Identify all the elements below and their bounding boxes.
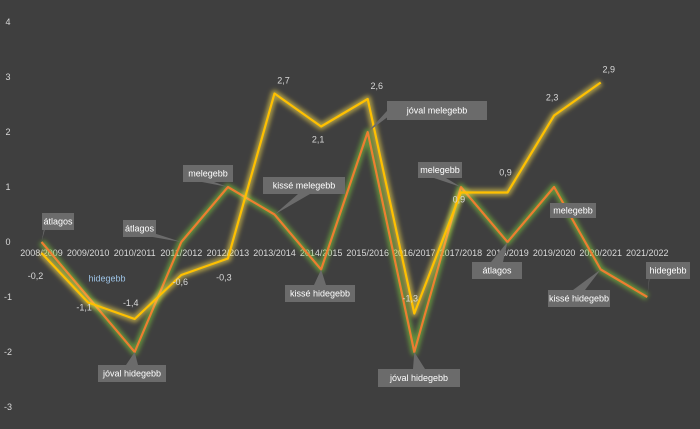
callout-box xyxy=(123,220,156,237)
callout-pointer xyxy=(573,269,601,290)
callout-pointer xyxy=(202,182,228,187)
data-label: -0,3 xyxy=(216,273,232,283)
x-tick-label: 2011/2012 xyxy=(160,248,202,258)
series-1-line xyxy=(40,130,648,354)
data-label: 0,9 xyxy=(499,168,512,178)
callout-label: jóval hidegebb xyxy=(102,369,161,379)
data-label: -1,3 xyxy=(403,294,419,304)
callout-box xyxy=(42,213,74,230)
data-label: -1,1 xyxy=(76,303,92,313)
series-0-line xyxy=(40,81,602,321)
callout-box xyxy=(285,285,355,302)
x-tick-label: 2021/2022 xyxy=(626,248,669,258)
callout: kissé hidegebb xyxy=(548,269,610,307)
x-tick-label: 2018/2019 xyxy=(486,248,529,258)
callout-pointer xyxy=(413,352,425,369)
callout-box xyxy=(263,177,345,194)
callout-box xyxy=(550,203,596,218)
callout: átlagos xyxy=(123,220,182,242)
callout-pointer xyxy=(314,269,326,285)
y-tick-label: -3 xyxy=(4,402,12,412)
callout: jóval hidegebb xyxy=(378,352,460,387)
callout-box xyxy=(548,290,610,307)
callout-label: melegebb xyxy=(553,206,593,216)
data-label: 2,6 xyxy=(370,81,383,91)
callout-pointer xyxy=(367,106,391,132)
callouts: átlagos hidegebb jóval hidegebb átlagos mele… xyxy=(41,101,690,387)
callout-box xyxy=(98,365,166,382)
callout-label: melegebb xyxy=(188,169,228,179)
y-tick-label: 3 xyxy=(5,72,10,82)
callout-label: kissé hidegebb xyxy=(290,289,350,299)
callout-label: melegebb xyxy=(420,165,460,175)
data-label: 2,7 xyxy=(277,76,290,86)
callout-label: hidegebb xyxy=(88,274,125,284)
data-labels: -0,2 -1,1 -1,4 -0,6 -0,3 2,7 2,1 2,6 -1,3 0,9 0,9 2… xyxy=(28,65,615,313)
x-axis: 2008/2009 2009/2010 2010/2011 2011/2012 2012… xyxy=(20,248,668,258)
callout-label: átlagos xyxy=(43,217,73,227)
x-tick-label: 2020/2021 xyxy=(579,248,622,258)
x-tick-label: 2019/2020 xyxy=(533,248,576,258)
data-label: 0,9 xyxy=(453,195,466,205)
y-tick-label: 4 xyxy=(5,17,10,27)
data-label: 2,3 xyxy=(546,93,559,103)
y-tick-label: -2 xyxy=(4,347,12,357)
callout: jóval melegebb xyxy=(367,101,487,132)
callout-box xyxy=(418,162,462,178)
x-tick-label: 2013/2014 xyxy=(253,248,296,258)
x-tick-label: 2016/2017 xyxy=(393,248,436,258)
x-tick-label: 2009/2010 xyxy=(67,248,110,258)
callout-box xyxy=(387,101,487,120)
y-tick-label: 0 xyxy=(5,237,10,247)
callout-label: jóval hidegebb xyxy=(389,373,448,383)
data-label: -0,2 xyxy=(28,271,44,281)
callout: melegebb xyxy=(550,187,596,218)
callout-box xyxy=(378,369,460,387)
y-tick-label: -1 xyxy=(4,292,12,302)
data-label: 2,9 xyxy=(602,65,615,75)
callout-box xyxy=(472,262,522,279)
callout: átlagos xyxy=(41,213,74,242)
x-tick-label: 2015/2016 xyxy=(346,248,389,258)
callout-label: hidegebb xyxy=(649,266,686,276)
callout: hidegebb xyxy=(646,262,690,297)
callout-label: átlagos xyxy=(125,224,155,234)
callout-label: kissé melegebb xyxy=(273,181,336,191)
x-tick-label: 2010/2011 xyxy=(114,248,156,258)
callout: melegebb xyxy=(183,165,233,187)
callout-pointer xyxy=(274,194,310,215)
y-axis: -3 -2 -1 0 1 2 3 4 xyxy=(4,17,12,412)
callout-box xyxy=(183,165,233,182)
callout: jóval hidegebb xyxy=(98,352,166,382)
callout: kissé melegebb xyxy=(263,177,345,215)
callout-pointer xyxy=(491,242,508,262)
data-label: -0,6 xyxy=(173,277,189,287)
callout-pointer xyxy=(434,178,461,187)
y-tick-label: 2 xyxy=(5,127,10,137)
x-tick-label: 2014/2015 xyxy=(300,248,343,258)
data-label: -1,4 xyxy=(123,298,139,308)
callout: melegebb xyxy=(418,162,462,187)
x-tick-label: 2017/2018 xyxy=(440,248,483,258)
callout-pointer xyxy=(126,352,138,365)
callout: átlagos xyxy=(472,242,522,279)
series-layer xyxy=(38,79,650,356)
y-tick-label: 1 xyxy=(5,182,10,192)
data-label: 2,1 xyxy=(312,135,325,145)
callout: hidegebb xyxy=(88,274,125,284)
callout-label: kissé hidegebb xyxy=(549,294,609,304)
callout-label: átlagos xyxy=(482,266,512,276)
callout-box xyxy=(646,262,690,279)
callout-label: jóval melegebb xyxy=(406,106,468,116)
callout: kissé hidegebb xyxy=(285,269,355,302)
